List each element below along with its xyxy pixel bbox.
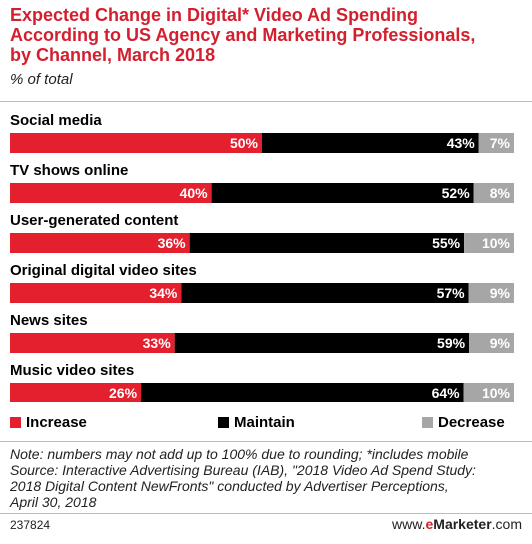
note-line-4: April 30, 2018 [10,494,97,510]
bar-maintain-social-media [262,133,479,153]
value-label-increase-user-generated-content: 36% [158,235,187,251]
value-label-decrease-social-media: 7% [490,135,511,151]
value-label-maintain-news-sites: 59% [437,335,466,351]
bar-decrease-news-sites [469,333,514,353]
value-label-increase-original-digital-video-sites: 34% [149,285,178,301]
brand-suffix: .com [491,516,522,532]
bar-maintain-user-generated-content [189,233,465,253]
chart-legend: Increase Maintain Decrease [10,414,515,434]
brand-prefix: www. [392,516,426,532]
value-label-increase-news-sites: 33% [143,335,172,351]
note-line-3: 2018 Digital Content NewFronts" conducte… [10,478,449,494]
legend-item-decrease: Decrease [422,414,505,431]
bar-decrease-original-digital-video-sites [468,283,514,303]
chart-subtitle: % of total [10,71,73,88]
stacked-bar-chart: Social media 50% 43% 7% TV shows online 40% 52… [10,112,514,402]
legend-label-maintain: Maintain [234,414,295,431]
footer-divider [0,513,532,514]
value-label-increase-tv-shows-online: 40% [180,185,209,201]
bar-maintain-original-digital-video-sites [181,283,469,303]
value-label-decrease-news-sites: 9% [490,335,511,351]
brand-e: e [425,516,434,532]
bar-increase-tv-shows-online [10,183,212,203]
note-line-2: Source: Interactive Advertising Bureau (… [10,462,476,478]
legend-item-maintain: Maintain [218,414,295,431]
value-label-maintain-original-digital-video-sites: 57% [437,285,466,301]
bar-increase-user-generated-content [10,233,190,253]
chart-id: 237824 [10,518,51,532]
legend-swatch-decrease [422,417,433,428]
legend-label-decrease: Decrease [438,414,505,431]
category-label-music-video-sites: Music video sites [10,362,134,379]
bar-increase-news-sites [10,333,175,353]
chart-title: Expected Change in Digital* Video Ad Spe… [10,5,525,65]
category-label-news-sites: News sites [10,312,88,329]
category-label-original-digital-video-sites: Original digital video sites [10,262,197,279]
chart-notes: Note: numbers may not add up to 100% due… [10,446,525,510]
note-line-1: Note: numbers may not add up to 100% due… [10,446,469,462]
brand-name: Marketer [433,516,492,532]
category-label-user-generated-content: User-generated content [10,212,178,229]
legend-label-increase: Increase [26,414,87,431]
value-label-increase-social-media: 50% [230,135,259,151]
bar-decrease-music-video-sites [463,383,514,402]
value-label-increase-music-video-sites: 26% [109,385,138,401]
value-label-maintain-tv-shows-online: 52% [442,185,471,201]
value-label-decrease-music-video-sites: 10% [482,385,511,401]
legend-item-increase: Increase [10,414,87,431]
bar-increase-original-digital-video-sites [10,283,182,303]
value-label-maintain-music-video-sites: 64% [432,385,461,401]
bar-maintain-news-sites [174,333,470,353]
value-label-decrease-tv-shows-online: 8% [490,185,511,201]
value-label-maintain-user-generated-content: 55% [432,235,461,251]
bar-decrease-tv-shows-online [473,183,514,203]
bar-maintain-music-video-sites [141,383,464,402]
notes-divider [0,441,532,442]
bar-increase-social-media [10,133,262,153]
value-label-maintain-social-media: 43% [447,135,476,151]
legend-swatch-maintain [218,417,229,428]
bar-maintain-tv-shows-online [211,183,474,203]
bar-increase-music-video-sites [10,383,142,402]
top-divider [0,101,532,102]
legend-swatch-increase [10,417,21,428]
bar-decrease-user-generated-content [464,233,514,253]
chart-title-line-1: Expected Change in Digital* Video Ad Spe… [10,5,419,25]
value-label-decrease-original-digital-video-sites: 9% [490,285,511,301]
category-label-social-media: Social media [10,112,102,129]
value-label-decrease-user-generated-content: 10% [482,235,511,251]
chart-title-line-2: According to US Agency and Marketing Pro… [10,25,476,45]
emarketer-brand: www.eMarketer.com [392,516,522,532]
bar-decrease-social-media [478,133,514,153]
category-label-tv-shows-online: TV shows online [10,162,128,179]
chart-title-line-3: by Channel, March 2018 [10,45,216,65]
